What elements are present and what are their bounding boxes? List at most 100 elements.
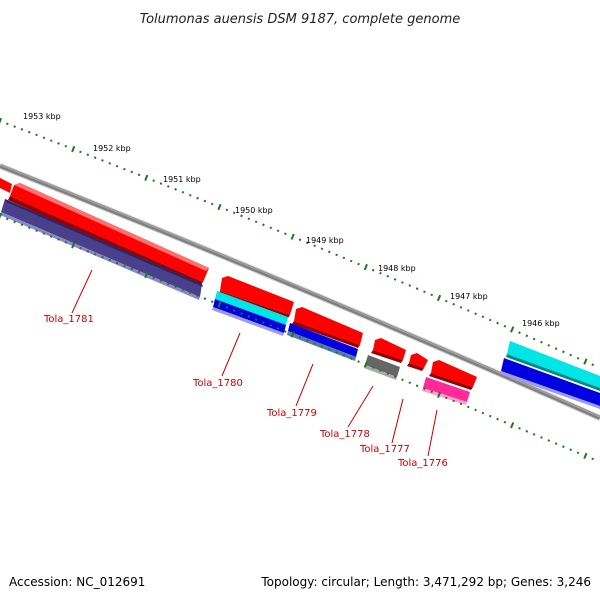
scale-tick bbox=[159, 182, 163, 185]
gene-right-blue[interactable] bbox=[500, 358, 600, 409]
scale-tick bbox=[13, 125, 16, 128]
map-title: Tolumonas auensis DSM 9187, complete gen… bbox=[140, 12, 461, 27]
gene-labels: Tola_1781 Tola_1780 Tola_1779 Tola_1778 … bbox=[43, 314, 448, 469]
scale-tick bbox=[408, 381, 412, 384]
scale-tick bbox=[436, 294, 442, 302]
scale-tick bbox=[540, 436, 543, 439]
scale-tick bbox=[423, 387, 426, 391]
scale-tick bbox=[569, 448, 573, 452]
scale-tick bbox=[27, 226, 31, 229]
scale-tick bbox=[93, 252, 97, 256]
scale-tick bbox=[305, 241, 309, 245]
scale-tick bbox=[269, 324, 273, 327]
scale-tick bbox=[313, 342, 316, 345]
scale-tick bbox=[64, 144, 68, 148]
scale-tick bbox=[269, 226, 273, 230]
scale-tick bbox=[174, 188, 177, 191]
genome-backbone bbox=[0, 163, 600, 421]
scale-tick bbox=[20, 128, 24, 131]
scale-tick bbox=[459, 306, 463, 309]
scale-tick bbox=[393, 278, 397, 281]
scale-tick bbox=[327, 348, 331, 351]
scale-tick bbox=[6, 122, 9, 126]
scale-tick bbox=[481, 315, 485, 319]
scale-tick bbox=[401, 281, 404, 284]
scale-tick bbox=[144, 174, 149, 181]
gene-label-tola-1781[interactable]: Tola_1781 bbox=[43, 314, 94, 325]
scale-tick bbox=[86, 249, 90, 253]
gene-tola-1776-magenta[interactable] bbox=[422, 377, 470, 405]
scale-tick bbox=[57, 142, 60, 145]
scale-tick bbox=[49, 139, 53, 142]
scale-label-1950: 1950 kbp bbox=[235, 206, 273, 215]
gene-tola-1778-red[interactable] bbox=[371, 338, 406, 363]
scale-tick bbox=[452, 399, 455, 403]
scale-tick bbox=[254, 220, 258, 224]
scale-tick bbox=[518, 331, 521, 334]
scale-tick bbox=[363, 263, 368, 271]
scale-tick bbox=[525, 334, 529, 338]
scale-tick bbox=[49, 235, 53, 238]
scale-tick bbox=[188, 193, 192, 197]
scale-tick bbox=[562, 350, 565, 354]
inner-scale-ticks bbox=[0, 212, 595, 461]
scale-tick bbox=[262, 223, 265, 227]
scale-tick bbox=[196, 294, 199, 297]
scale-tick bbox=[181, 288, 185, 292]
scale-tick bbox=[42, 136, 46, 140]
scale-tick bbox=[591, 457, 595, 461]
scale-tick bbox=[342, 256, 346, 260]
scale-tick bbox=[123, 167, 126, 171]
scale-tick bbox=[276, 229, 280, 233]
scale-tick bbox=[0, 212, 3, 219]
scale-tick bbox=[137, 173, 141, 177]
scale-tick bbox=[71, 145, 76, 153]
gene-tola-1780-cyan[interactable] bbox=[215, 291, 288, 325]
gene-tola-1778-gray[interactable] bbox=[364, 355, 400, 380]
scale-tick bbox=[284, 232, 287, 236]
scale-tick bbox=[64, 241, 68, 244]
scale-tick bbox=[79, 150, 82, 154]
scale-tick bbox=[474, 408, 477, 412]
scale-tick bbox=[101, 159, 104, 162]
scale-tick bbox=[247, 315, 251, 318]
gene-label-tola-1779[interactable]: Tola_1779 bbox=[266, 408, 317, 419]
gene-label-tola-1777[interactable]: Tola_1777 bbox=[359, 444, 410, 455]
scale-tick bbox=[137, 270, 141, 274]
gene-tola-1781-navy[interactable] bbox=[0, 199, 203, 300]
scale-tick bbox=[415, 287, 419, 290]
scale-label-1949: 1949 kbp bbox=[306, 236, 344, 245]
gene-tola-1781-red[interactable] bbox=[0, 178, 209, 286]
scale-tick bbox=[298, 238, 302, 242]
scale-tick bbox=[217, 301, 222, 308]
scale-tick bbox=[591, 363, 595, 367]
scale-tick bbox=[386, 372, 390, 375]
scale-tick bbox=[488, 318, 492, 322]
gene-label-tola-1778[interactable]: Tola_1778 bbox=[319, 429, 370, 440]
gene-right-cyan[interactable] bbox=[506, 341, 600, 391]
gene-label-tola-1780[interactable]: Tola_1780 bbox=[192, 378, 243, 389]
scale-tick bbox=[466, 309, 470, 312]
scale-tick bbox=[86, 153, 90, 157]
scale-tick bbox=[576, 451, 580, 455]
scale-tick bbox=[57, 238, 60, 241]
gene-label-leaders bbox=[71, 269, 438, 457]
gene-label-tola-1776[interactable]: Tola_1776 bbox=[397, 458, 448, 469]
scale-tick bbox=[203, 199, 207, 203]
gene-tola-1776-red[interactable] bbox=[429, 360, 477, 390]
scale-label-1948: 1948 kbp bbox=[378, 264, 416, 273]
scale-tick bbox=[232, 211, 236, 215]
scale-tick bbox=[42, 232, 46, 235]
scale-tick bbox=[210, 300, 214, 303]
scale-tick bbox=[401, 378, 404, 381]
scale-tick bbox=[423, 290, 426, 294]
gene-tola-1777-red[interactable] bbox=[407, 353, 428, 371]
scale-tick bbox=[379, 369, 382, 372]
scale-tick bbox=[532, 337, 536, 341]
gene-tola-1779-red[interactable] bbox=[292, 307, 363, 348]
scale-tick bbox=[130, 267, 134, 271]
scale-tick bbox=[298, 336, 302, 339]
scale-tick bbox=[290, 233, 295, 240]
scale-tick bbox=[35, 133, 38, 137]
scale-tick bbox=[240, 312, 243, 315]
